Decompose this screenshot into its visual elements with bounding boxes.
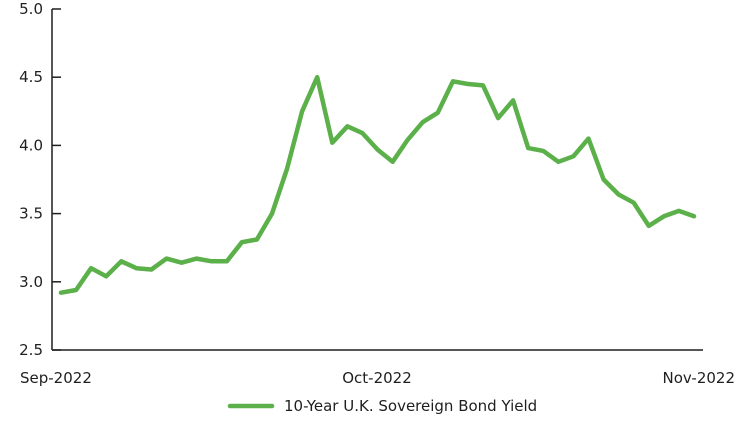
x-ticks: Sep-2022 Oct-2022 Nov-2022 xyxy=(20,369,735,387)
data-point xyxy=(526,146,530,150)
data-point xyxy=(240,240,244,244)
data-point xyxy=(345,124,349,128)
data-point xyxy=(255,238,259,241)
data-point xyxy=(270,212,274,216)
data-point xyxy=(511,98,515,102)
x-tick-label: Nov-2022 xyxy=(663,369,735,387)
data-point xyxy=(602,178,606,181)
data-point xyxy=(556,160,560,164)
data-point xyxy=(195,257,199,261)
legend-label: 10-Year U.K. Sovereign Bond Yield xyxy=(284,397,537,415)
data-point xyxy=(134,266,138,270)
data-point xyxy=(421,120,425,124)
y-ticks: 2.5 3.0 3.5 4.0 4.5 5.0 xyxy=(19,0,61,359)
y-tick-label: 4.0 xyxy=(19,136,43,154)
y-tick-label: 5.0 xyxy=(19,0,43,18)
data-point xyxy=(165,257,168,261)
data-point xyxy=(376,148,379,151)
y-tick-label: 3.0 xyxy=(19,273,43,291)
axes xyxy=(51,9,703,351)
data-point xyxy=(677,209,681,213)
y-tick-label: 3.5 xyxy=(19,205,43,223)
data-point xyxy=(466,82,470,86)
data-point xyxy=(481,83,485,87)
data-point xyxy=(300,109,304,113)
x-tick-label: Sep-2022 xyxy=(20,369,92,387)
data-point xyxy=(406,138,410,142)
data-point xyxy=(180,261,184,265)
x-tick-label: Oct-2022 xyxy=(342,369,412,387)
data-point xyxy=(571,154,575,158)
data-point xyxy=(149,268,153,271)
data-point xyxy=(210,259,214,263)
data-point xyxy=(104,274,108,278)
data-point xyxy=(632,201,636,205)
data-point xyxy=(59,291,63,295)
data-point xyxy=(692,214,696,218)
y-tick-label: 2.5 xyxy=(19,341,43,359)
data-point xyxy=(436,111,440,115)
y-tick-label: 4.5 xyxy=(19,68,43,86)
data-point xyxy=(587,137,590,141)
data-point xyxy=(285,167,289,171)
data-point xyxy=(89,266,93,270)
series-layer xyxy=(58,74,697,295)
data-point xyxy=(541,149,545,153)
data-point xyxy=(74,288,78,292)
data-point xyxy=(451,79,455,83)
data-point xyxy=(360,131,364,135)
data-point xyxy=(496,116,500,120)
data-point xyxy=(647,224,651,228)
data-point xyxy=(315,75,319,79)
data-point xyxy=(330,141,334,145)
data-point xyxy=(617,193,621,196)
data-point xyxy=(225,259,229,263)
series-line xyxy=(58,74,697,295)
data-point xyxy=(391,160,395,164)
legend: 10-Year U.K. Sovereign Bond Yield xyxy=(227,397,537,415)
data-point xyxy=(662,214,666,218)
data-point xyxy=(119,259,123,263)
